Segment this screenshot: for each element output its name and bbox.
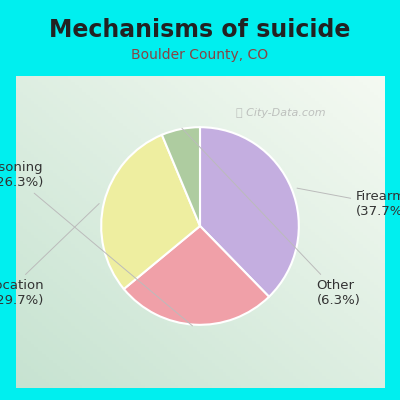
Text: Poisoning
(26.3%): Poisoning (26.3%) bbox=[0, 161, 192, 326]
Text: Other
(6.3%): Other (6.3%) bbox=[182, 128, 360, 307]
Text: Firearm
(37.7%): Firearm (37.7%) bbox=[297, 188, 400, 218]
Wedge shape bbox=[101, 135, 200, 289]
Text: ⓘ City-Data.com: ⓘ City-Data.com bbox=[236, 108, 326, 118]
Wedge shape bbox=[162, 127, 200, 226]
Text: Mechanisms of suicide: Mechanisms of suicide bbox=[49, 18, 351, 42]
Wedge shape bbox=[124, 226, 269, 325]
Text: Boulder County, CO: Boulder County, CO bbox=[132, 48, 268, 62]
Text: Suffocation
(29.7%): Suffocation (29.7%) bbox=[0, 204, 99, 307]
Wedge shape bbox=[200, 127, 299, 297]
